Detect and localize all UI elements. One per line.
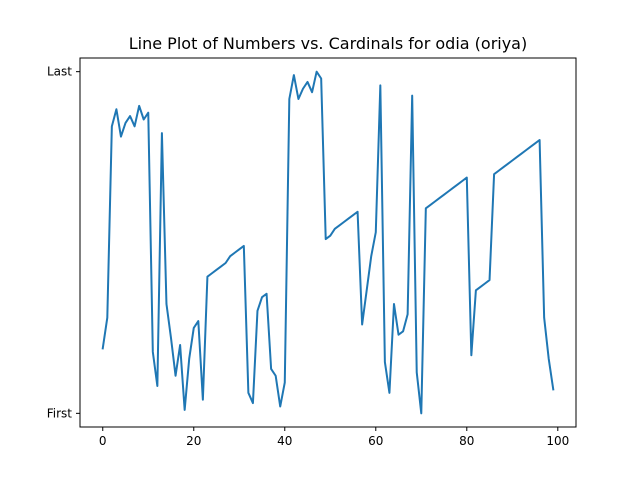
x-tick-label: 100 — [546, 434, 569, 448]
y-tick-label: First — [47, 406, 73, 420]
series-line — [101, 70, 555, 415]
x-tick-label: 40 — [277, 434, 292, 448]
x-tick-label: 0 — [99, 434, 107, 448]
chart-title: Line Plot of Numbers vs. Cardinals for o… — [129, 34, 527, 53]
plot-area: 0 20 40 60 80 100 First Last — [47, 57, 577, 448]
x-tick-label: 80 — [459, 434, 474, 448]
x-tick-label: 20 — [186, 434, 201, 448]
x-tick-label: 60 — [368, 434, 383, 448]
axes-frame — [79, 57, 577, 428]
y-tick-label: Last — [47, 65, 72, 79]
